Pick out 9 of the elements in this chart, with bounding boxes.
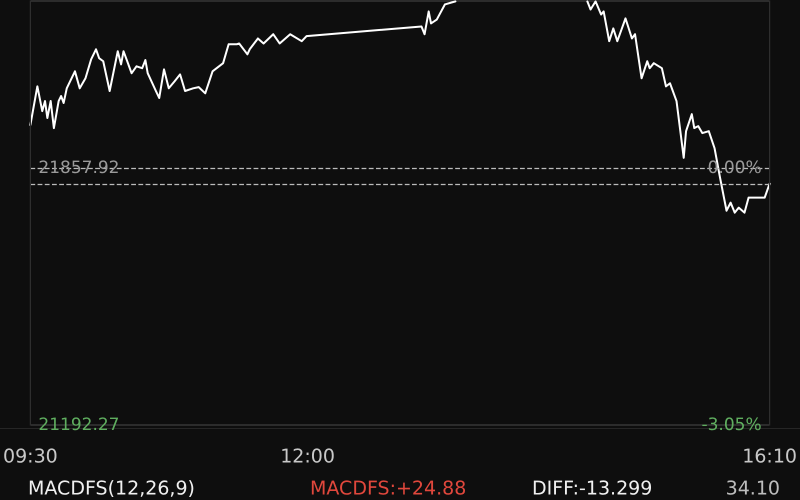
x-tick-label: 16:10 (742, 446, 798, 468)
x-tick-label: 12:00 (280, 446, 335, 468)
text: MACDFS(12,26,9) (28, 478, 195, 500)
y2-tick-label: -3.05% (701, 415, 762, 435)
y-tick-label: 21192.27 (38, 415, 120, 435)
text: DIFF:-13.299 (532, 478, 652, 500)
text: 34.10 (726, 478, 780, 500)
text: MACDFS:+24.88 (310, 478, 466, 500)
x-tick-label: 09:30 (2, 446, 58, 468)
